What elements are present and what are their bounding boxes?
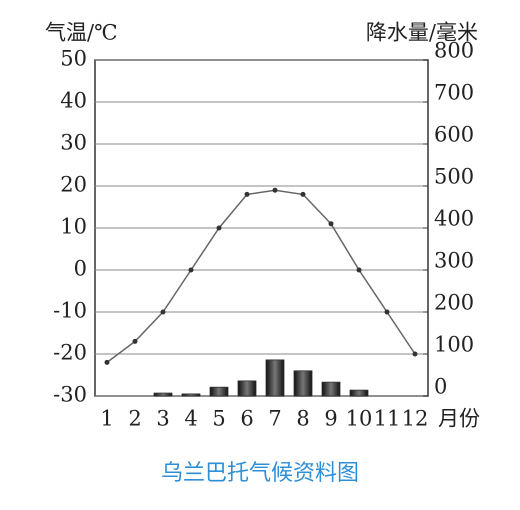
bar [349, 389, 369, 397]
x-axis-title: 月份 [438, 407, 480, 431]
y-tick-label: 0 [74, 257, 87, 281]
x-tick-label: 8 [296, 407, 309, 431]
bar [153, 392, 173, 397]
x-tick-label: 2 [128, 407, 141, 431]
y-tick-label: -30 [53, 383, 87, 407]
y-tick-label: 50 [60, 47, 87, 71]
y-tick-label: -20 [53, 341, 87, 365]
x-tick-label: 5 [212, 407, 225, 431]
y-tick-label: 10 [60, 215, 87, 239]
bar [237, 380, 257, 397]
x-tick-label: 11 [374, 407, 401, 431]
x-tick-label: 1 [100, 407, 113, 431]
y2-tick-label: 600 [434, 123, 474, 147]
temperature-point [300, 191, 306, 197]
temperature-point [328, 221, 334, 227]
temperature-point [412, 351, 418, 357]
bar [321, 381, 341, 397]
y2-tick-label: 700 [434, 81, 474, 105]
y2-axis-title: 降水量/毫米 [366, 21, 478, 45]
y2-tick-label: 300 [434, 249, 474, 273]
x-tick-label: 9 [324, 407, 337, 431]
y2-tick-label: 500 [434, 165, 474, 189]
x-tick-label: 7 [268, 407, 281, 431]
temperature-point [356, 267, 362, 273]
y-tick-label: -10 [53, 299, 87, 323]
x-tick-label: 4 [184, 407, 197, 431]
y2-tick-label: 100 [434, 333, 474, 357]
y2-tick-label: 800 [434, 39, 474, 63]
bar [209, 386, 229, 397]
bar [265, 359, 285, 397]
x-tick-label: 6 [240, 407, 253, 431]
x-tick-label: 10 [346, 407, 373, 431]
bar [293, 370, 313, 397]
y2-tick-label: 400 [434, 207, 474, 231]
x-tick-label: 3 [156, 407, 169, 431]
temperature-point [132, 338, 138, 344]
temperature-point [188, 267, 194, 273]
temperature-line [106, 189, 416, 363]
y2-tick-label: 0 [434, 375, 447, 399]
temperature-point [160, 309, 166, 315]
temperature-point [384, 309, 390, 315]
y-tick-label: 30 [60, 131, 87, 155]
temperature-point [272, 187, 278, 193]
bar [181, 393, 201, 397]
y-axis-title: 气温/℃ [45, 21, 118, 45]
chart-title: 乌兰巴托气候资料图 [161, 461, 359, 486]
y-tick-label: 20 [60, 173, 87, 197]
temperature-point [216, 225, 222, 231]
x-tick-label: 12 [402, 407, 429, 431]
y2-tick-label: 200 [434, 291, 474, 315]
y-tick-label: 40 [60, 89, 87, 113]
temperature-point [104, 359, 110, 365]
temperature-point [244, 191, 250, 197]
